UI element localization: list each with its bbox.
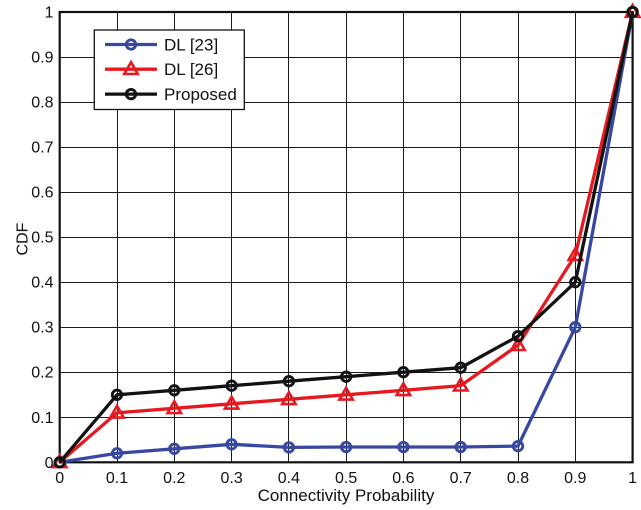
svg-text:0.5: 0.5	[31, 230, 53, 247]
svg-text:DL [26]: DL [26]	[164, 60, 218, 79]
svg-text:0.2: 0.2	[31, 365, 53, 382]
svg-text:0.3: 0.3	[220, 470, 242, 487]
svg-text:0: 0	[55, 470, 64, 487]
svg-text:0.4: 0.4	[31, 275, 53, 292]
svg-text:0.7: 0.7	[31, 140, 53, 157]
svg-text:0.2: 0.2	[163, 470, 185, 487]
svg-text:0.4: 0.4	[278, 470, 300, 487]
svg-text:0.6: 0.6	[392, 470, 414, 487]
svg-text:Connectivity Probability: Connectivity Probability	[258, 486, 435, 505]
svg-text:0.6: 0.6	[31, 185, 53, 202]
svg-text:0.3: 0.3	[31, 320, 53, 337]
svg-text:CDF: CDF	[14, 222, 31, 255]
svg-text:0: 0	[45, 455, 54, 472]
svg-text:0.7: 0.7	[450, 470, 472, 487]
svg-text:1: 1	[45, 5, 54, 22]
svg-text:0.1: 0.1	[106, 470, 128, 487]
svg-text:1: 1	[628, 470, 637, 487]
svg-text:DL [23]: DL [23]	[164, 36, 218, 55]
svg-text:0.1: 0.1	[31, 410, 53, 427]
svg-text:Proposed: Proposed	[164, 85, 237, 104]
svg-text:0.8: 0.8	[31, 95, 53, 112]
svg-text:0.9: 0.9	[564, 470, 586, 487]
svg-text:0.8: 0.8	[507, 470, 529, 487]
svg-text:0.5: 0.5	[335, 470, 357, 487]
svg-text:0.9: 0.9	[31, 50, 53, 67]
